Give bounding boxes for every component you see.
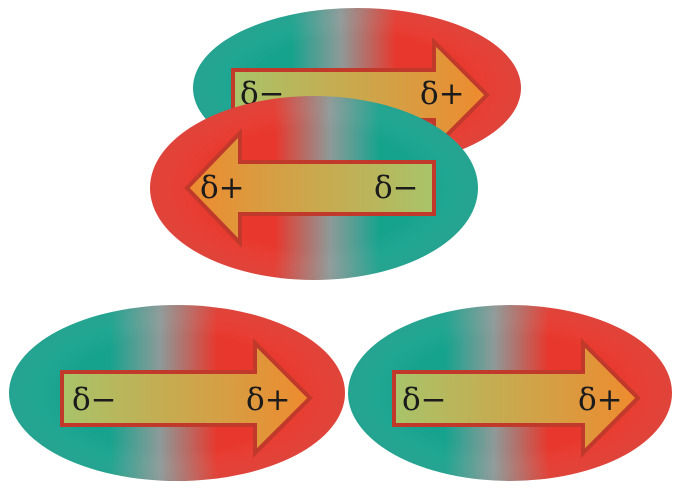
dipole-arrow-right xyxy=(392,338,641,458)
dipole-arrow-right xyxy=(60,338,313,458)
partial-positive-label: δ+ xyxy=(420,76,465,112)
partial-negative-label: δ− xyxy=(72,382,117,418)
dipole-arrow-left xyxy=(184,128,436,248)
dipole-bottom-left: δ− δ+ xyxy=(9,305,345,481)
partial-negative-label: δ− xyxy=(402,382,447,418)
partial-positive-label: δ+ xyxy=(246,382,291,418)
partial-positive-label: δ+ xyxy=(200,170,245,206)
dipole-bottom-right: δ− δ+ xyxy=(348,305,672,481)
partial-negative-label: δ− xyxy=(374,170,419,206)
partial-positive-label: δ+ xyxy=(578,382,623,418)
dipole-top-front: δ+ δ− xyxy=(150,96,478,280)
